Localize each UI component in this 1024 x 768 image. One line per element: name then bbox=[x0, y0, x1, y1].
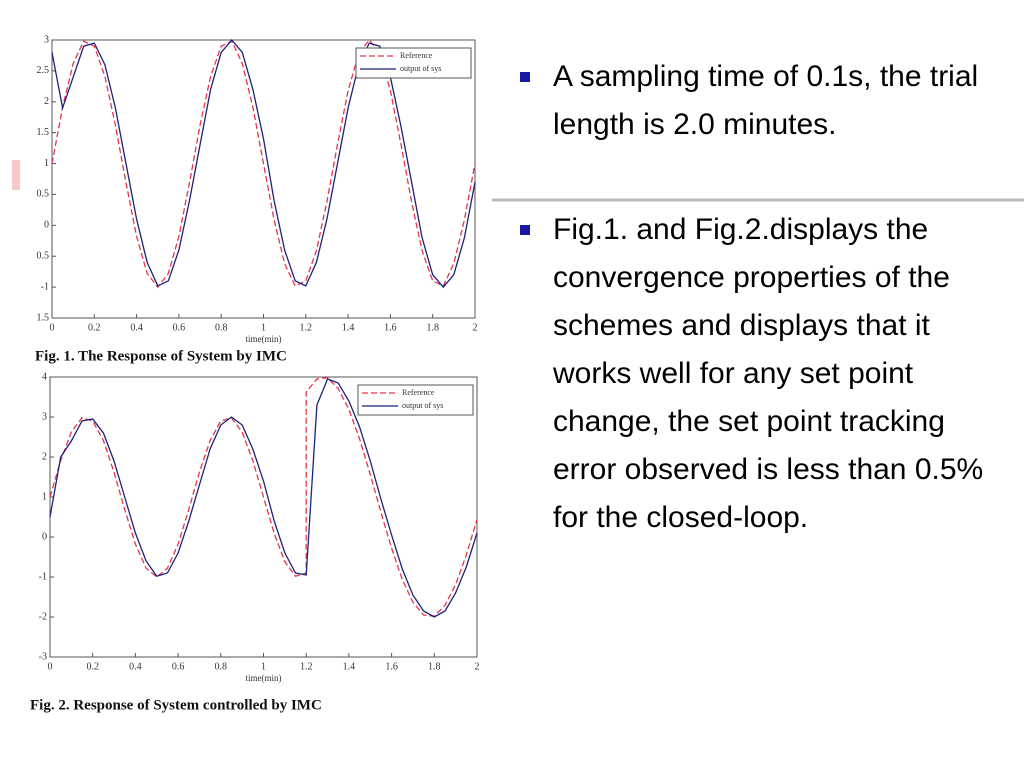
data-line bbox=[51, 38, 476, 289]
x-axis-label: time(min) bbox=[246, 673, 282, 683]
plot-frame bbox=[49, 376, 478, 658]
y-tick-label: -2 bbox=[39, 611, 47, 622]
x-tick-label: 0.8 bbox=[215, 322, 228, 333]
y-tick-label: 1.5 bbox=[37, 127, 50, 138]
x-tick-label: 1.8 bbox=[428, 661, 441, 672]
legend-box bbox=[357, 384, 474, 416]
y-tick-label: 3 bbox=[42, 411, 47, 422]
bullet-item: Fig.1. and Fig.2.displays the convergenc… bbox=[520, 206, 1000, 542]
y-tick-label: -1 bbox=[41, 281, 49, 292]
y-tick-label: 0 bbox=[42, 531, 47, 542]
legend-label: output of sys bbox=[400, 64, 441, 73]
bullet-marker bbox=[520, 225, 530, 235]
x-tick-label: 0.4 bbox=[129, 661, 142, 672]
x-tick-label: 0 bbox=[48, 661, 53, 672]
y-tick-label: 4 bbox=[42, 371, 47, 382]
x-tick-label: 1.6 bbox=[385, 661, 398, 672]
x-tick-label: 0.6 bbox=[173, 322, 186, 333]
x-tick-label: 0.2 bbox=[88, 322, 101, 333]
x-tick-label: 1 bbox=[261, 661, 266, 672]
legend-label: Reference bbox=[402, 388, 435, 397]
y-tick-label: 0.5 bbox=[37, 251, 50, 262]
bullet-item: A sampling time of 0.1s, the trial lengt… bbox=[520, 53, 1000, 149]
y-tick-label: 1 bbox=[42, 491, 47, 502]
x-tick-label: 0.8 bbox=[215, 661, 228, 672]
decoration bbox=[12, 160, 20, 190]
x-tick-label: 0.4 bbox=[130, 322, 143, 333]
y-tick-label: 2.5 bbox=[37, 65, 50, 76]
x-tick-label: 1.4 bbox=[343, 661, 356, 672]
x-tick-label: 1 bbox=[261, 322, 266, 333]
data-line bbox=[51, 38, 476, 289]
legend-box bbox=[355, 47, 472, 79]
legend-label: output of sys bbox=[402, 401, 443, 410]
y-tick-label: 1.5 bbox=[37, 312, 50, 323]
y-tick-label: 3 bbox=[44, 34, 49, 45]
figure-caption: Fig. 2. Response of System controlled by… bbox=[30, 697, 322, 713]
bullet-text: Fig.1. and Fig.2.displays the convergenc… bbox=[553, 213, 984, 534]
data-line bbox=[49, 377, 478, 617]
x-tick-label: 2 bbox=[475, 661, 480, 672]
bullet-text: A sampling time of 0.1s, the trial lengt… bbox=[553, 60, 979, 141]
x-tick-label: 2 bbox=[473, 322, 478, 333]
y-tick-label: 0 bbox=[44, 220, 49, 231]
y-tick-label: -3 bbox=[39, 651, 47, 662]
y-tick-label: 0.5 bbox=[37, 189, 50, 200]
x-tick-label: 1.4 bbox=[342, 322, 355, 333]
y-tick-label: 2 bbox=[42, 451, 47, 462]
x-axis-label: time(min) bbox=[246, 334, 282, 344]
x-tick-label: 1.6 bbox=[384, 322, 397, 333]
bullet-marker bbox=[520, 72, 530, 82]
x-tick-label: 1.8 bbox=[426, 322, 439, 333]
plot-frame bbox=[51, 39, 476, 319]
x-tick-label: 1.2 bbox=[300, 661, 313, 672]
legend-label: Reference bbox=[400, 51, 433, 60]
data-line bbox=[49, 378, 478, 618]
figure-caption: Fig. 1. The Response of System by IMC bbox=[35, 348, 287, 364]
x-tick-label: 1.2 bbox=[300, 322, 313, 333]
y-tick-label: 2 bbox=[44, 96, 49, 107]
x-tick-label: 0.2 bbox=[86, 661, 99, 672]
y-tick-label: -1 bbox=[39, 571, 47, 582]
x-tick-label: 0.6 bbox=[172, 661, 185, 672]
x-tick-label: 0 bbox=[50, 322, 55, 333]
y-tick-label: 1 bbox=[44, 158, 49, 169]
